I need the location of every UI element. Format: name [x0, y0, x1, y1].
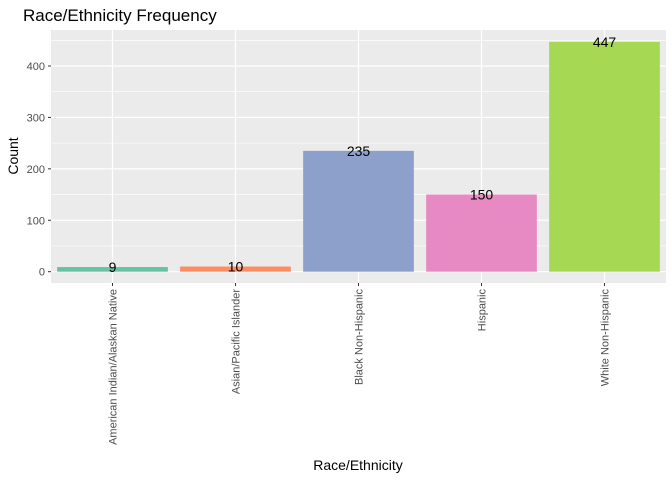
bar — [180, 266, 291, 272]
y-tick-label: 400 — [27, 61, 45, 73]
bar — [549, 41, 660, 272]
x-tick-label: White Non-Hispanic — [600, 289, 612, 387]
x-axis: American Indian/Alaskan Native Asian/Paci… — [108, 283, 612, 445]
data-label: 10 — [228, 259, 244, 275]
x-tick-label: Hispanic — [477, 289, 489, 332]
bar — [57, 267, 168, 272]
data-label: 447 — [593, 34, 617, 50]
data-label: 150 — [470, 187, 494, 203]
data-label: 9 — [109, 259, 117, 275]
bars — [57, 41, 660, 272]
data-labels: 9 10 235 150 447 — [109, 34, 617, 275]
chart-title: Race/Ethnicity Frequency — [23, 6, 217, 25]
y-axis: 0 100 200 300 400 — [27, 61, 51, 279]
x-axis-title: Race/Ethnicity — [313, 457, 402, 473]
x-tick-label: Black Non-Hispanic — [354, 289, 366, 385]
y-tick-label: 0 — [39, 267, 45, 279]
y-tick-label: 300 — [27, 112, 45, 124]
bar — [426, 194, 537, 272]
data-label: 235 — [347, 143, 371, 159]
y-tick-label: 200 — [27, 164, 45, 176]
x-tick-label: American Indian/Alaskan Native — [108, 289, 120, 445]
y-tick-label: 100 — [27, 215, 45, 227]
x-tick-label: Asian/Pacific Islander — [231, 289, 243, 394]
y-axis-title: Count — [5, 137, 21, 174]
bar — [303, 150, 414, 272]
